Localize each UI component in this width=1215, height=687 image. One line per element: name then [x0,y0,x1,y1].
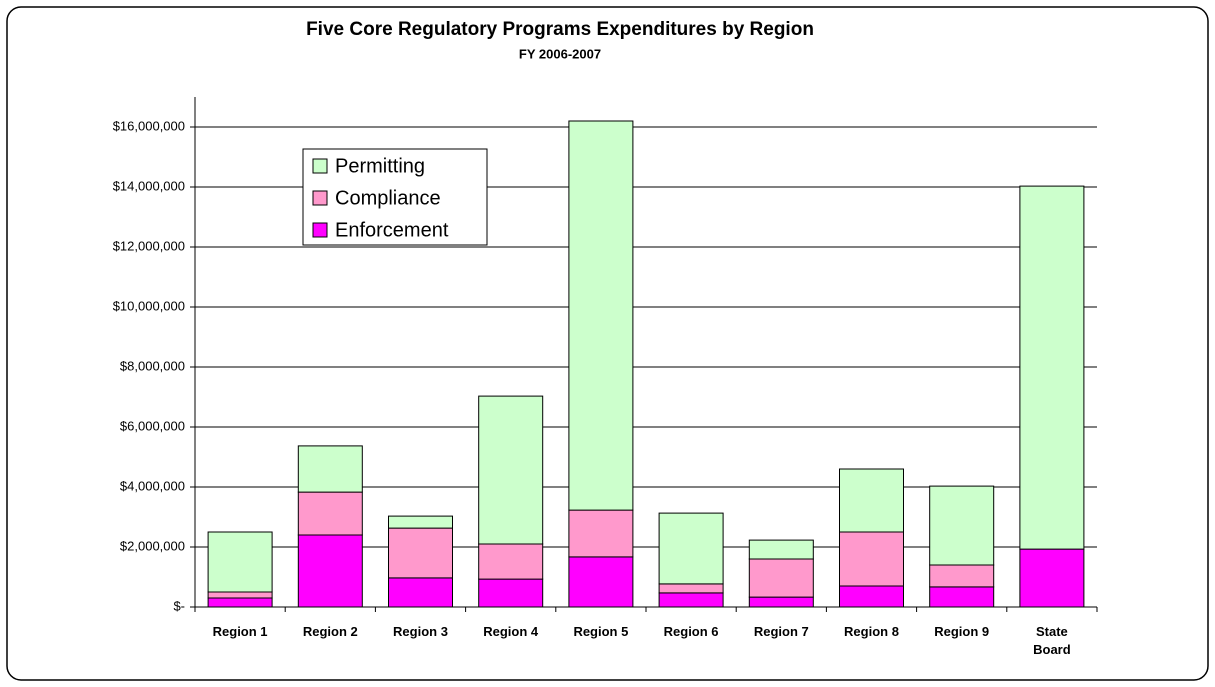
y-tick-label: $14,000,000 [113,178,185,193]
x-tick-label: Region 5 [573,624,629,639]
x-tick-label: Region 7 [753,624,809,639]
bar-segment [297,534,363,608]
legend-label: Enforcement [335,219,449,241]
x-tick-label: Region 8 [844,624,899,639]
x-tick-label: Region 1 [212,624,268,639]
x-tick-label: Region 4 [483,624,539,639]
bar-segment [748,558,814,598]
y-tick-label: $- [173,598,185,613]
legend-label: Permitting [335,155,425,177]
x-tick-label: Region 6 [663,624,719,639]
bar-segment [478,578,544,608]
bar-segment [388,527,453,579]
bar-segment [568,556,634,608]
bar-segment [929,564,995,588]
y-tick-label: $2,000,000 [120,538,185,553]
bar-segment [748,539,814,560]
bar-segment [658,512,724,585]
y-tick-label: $8,000,000 [120,358,185,373]
bar-segment [1019,548,1085,608]
x-tick-label: Region 3 [393,624,448,639]
chart-subtitle: FY 2006-2007 [519,46,601,61]
legend-swatch [312,158,328,174]
x-tick-label: Region 2 [302,624,358,639]
bar-segment [1019,185,1085,550]
y-tick-label: $12,000,000 [113,238,185,253]
bar-segment [207,597,273,608]
bar-segment [207,531,273,593]
legend-swatch [312,222,328,238]
bar-segment [929,485,995,566]
legend-box [302,148,488,246]
legend-label: Compliance [335,187,441,209]
bar-segment [207,591,273,599]
bar-segment [478,395,544,545]
chart-title: Five Core Regulatory Programs Expenditur… [306,19,814,40]
y-tick-label: $10,000,000 [113,298,185,313]
bar-segment [658,583,724,594]
bar-segment [568,509,634,558]
bar-segment [658,592,724,608]
bar-segment [478,543,544,580]
x-tick-label: State Board [1033,624,1071,657]
bar-segment [388,577,453,608]
bar-segment [388,515,453,529]
bar-segment [839,468,904,533]
y-tick-label: $6,000,000 [120,418,185,433]
x-tick-label: Region 9 [934,624,990,639]
bar-segment [839,585,904,608]
bar-segment [297,491,363,536]
bar-segment [929,586,995,608]
bar-segment [839,531,904,587]
legend-swatch [312,190,328,206]
bar-segment [748,596,814,608]
y-tick-label: $16,000,000 [113,118,185,133]
bar-segment [297,445,363,493]
y-tick-label: $4,000,000 [120,478,185,493]
bar-segment [568,120,634,511]
